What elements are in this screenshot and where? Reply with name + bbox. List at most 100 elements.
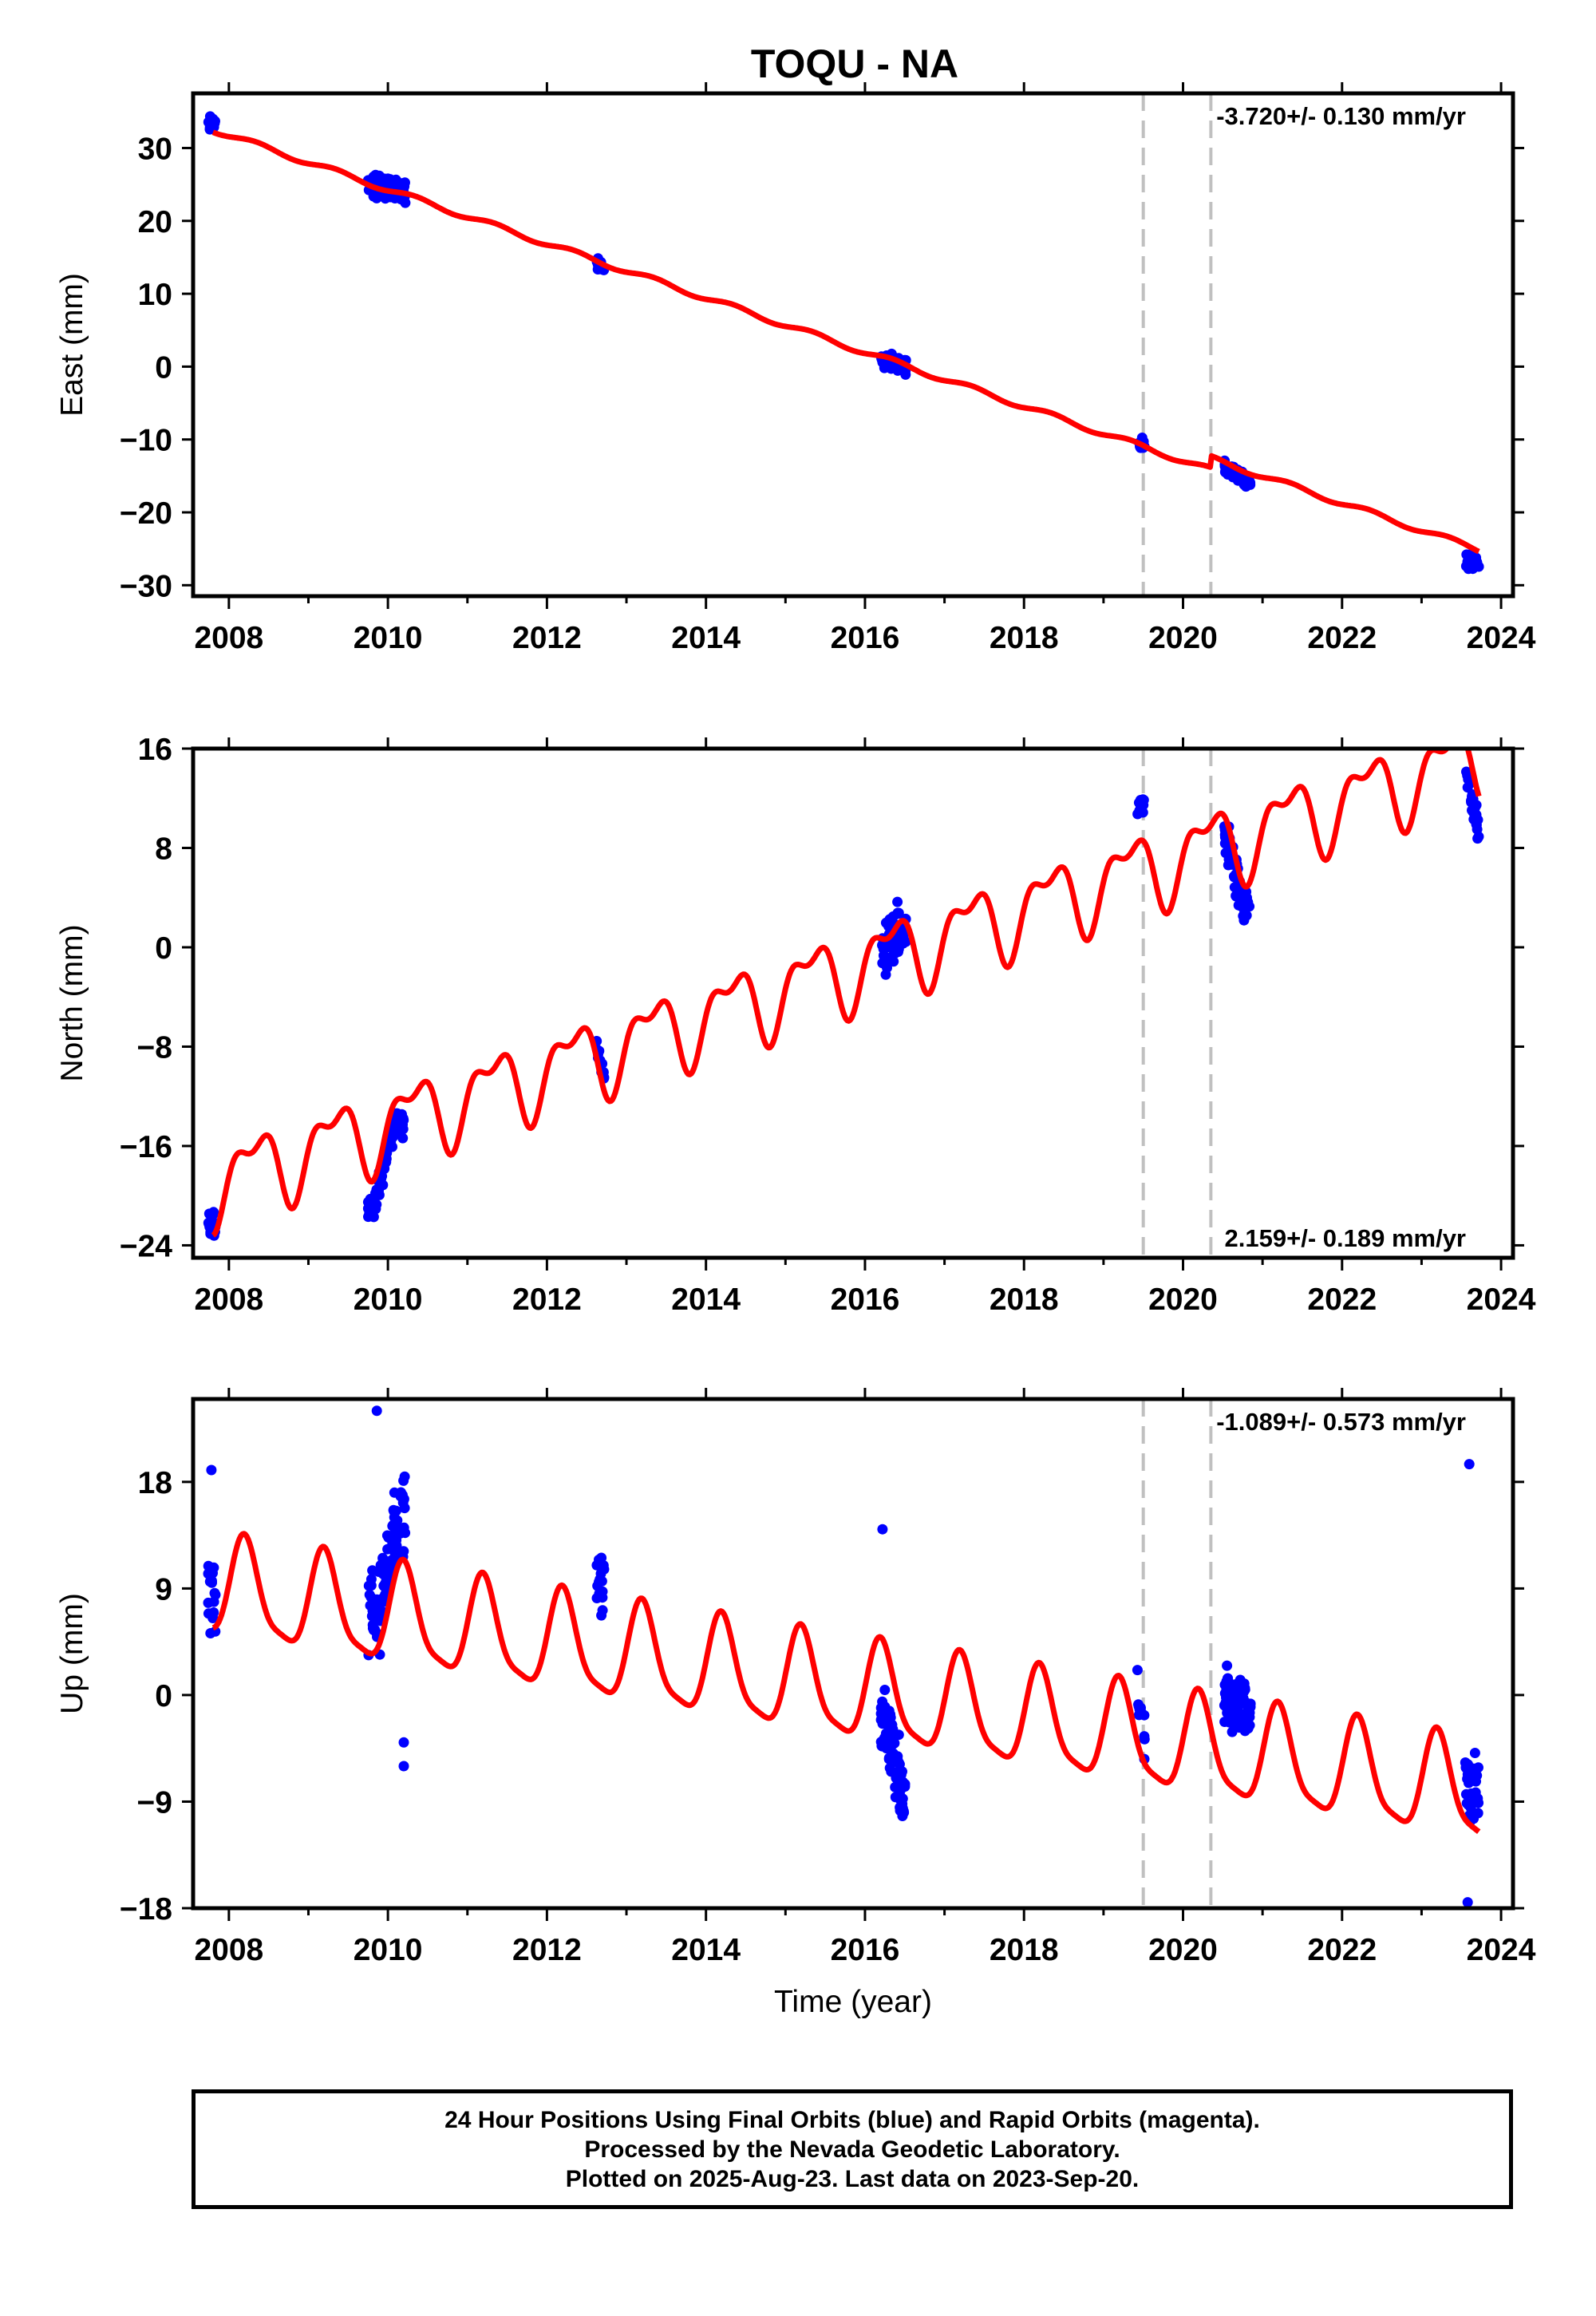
up-data-point [371,1405,382,1417]
east-plot-area [203,93,1484,596]
up-data-point [875,1702,887,1713]
north-data-point [892,907,903,919]
up-xtick-label: 2010 [354,1933,423,1967]
north-ytick-label: −24 [120,1229,172,1263]
up-data-point [1470,1787,1481,1798]
up-data-point [370,1605,381,1616]
north-rate-label: 2.159+/- 0.189 mm/yr [1225,1224,1466,1252]
east-ytick-label: −20 [120,496,172,531]
north-data-point [1237,892,1248,903]
east-xtick-label: 2016 [831,621,900,655]
east-xtick-label: 2018 [990,621,1059,655]
up-ytick-label: 18 [138,1466,172,1500]
up-data-point [1469,1748,1480,1758]
north-xtick-label: 2010 [354,1282,423,1317]
north-data-point [1238,915,1250,926]
up-data-point [899,1779,911,1789]
north-xtick-label: 2016 [831,1282,900,1317]
footer-line-1: 24 Hour Positions Using Final Orbits (bl… [444,2106,1260,2133]
north-xtick-label: 2008 [194,1282,263,1317]
up-data-point [206,1464,217,1476]
east-ytick-label: 0 [155,350,172,385]
east-data-point [1469,554,1480,565]
up-data-point [377,1593,388,1604]
up-data-point [398,1737,409,1748]
up-data-point [391,1540,402,1551]
up-data-point [1139,1731,1150,1742]
east-data-point [1240,481,1251,492]
up-model-curve [211,1531,1481,1834]
north-data-point [1132,808,1144,820]
north-data-point [1462,770,1473,781]
north-data-point [883,942,895,952]
up-data-point [398,1546,409,1557]
up-data-point [377,1553,389,1564]
east-xtick-label: 2010 [354,621,423,655]
north-data-point [1233,899,1244,911]
east-ylabel: East (mm) [55,273,89,417]
up-ytick-label: −9 [137,1785,172,1820]
footer-box: 24 Hour Positions Using Final Orbits (bl… [192,2089,1513,2209]
up-data-point [390,1505,401,1516]
up-data-point [1465,1802,1476,1813]
up-ylabel: Up (mm) [55,1593,89,1714]
east-data-point [385,178,396,189]
up-data-point [1473,1797,1484,1808]
north-data-point [385,1140,395,1152]
up-data-point [1460,1788,1472,1800]
north-data-point [397,1132,409,1144]
east-data-point [399,181,410,192]
north-data-point [878,950,889,961]
up-data-point [367,1565,378,1576]
east-xtick-label: 2024 [1467,621,1536,655]
up-data-point [399,1503,410,1514]
north-ylabel: North (mm) [55,924,89,1081]
north-data-point [892,896,903,907]
up-data-point [398,1761,409,1772]
chart-title: TOQU - NA [751,41,958,86]
up-ytick-label: −18 [120,1892,172,1927]
up-data-point [1227,1694,1238,1705]
north-data-point [1468,814,1479,825]
up-data-point [207,1613,219,1623]
north-ytick-label: 0 [155,931,172,966]
north-xtick-label: 2012 [512,1282,582,1317]
up-xtick-label: 2014 [671,1933,741,1967]
up-data-point [363,1580,374,1591]
footer-line-2: Processed by the Nevada Geodetic Laborat… [584,2136,1120,2163]
north-data-point [389,1124,400,1136]
up-data-point [399,1471,410,1482]
north-data-point [208,1207,219,1218]
up-data-point [1468,1763,1479,1774]
east-ytick-label: 20 [138,205,172,239]
footer-line-3: Plotted on 2025-Aug-23. Last data on 202… [565,2165,1140,2192]
up-xtick-label: 2022 [1307,1933,1377,1967]
up-data-point [392,1515,403,1526]
up-data-point [1136,1708,1148,1719]
north-panel: 16 8 0 −8 −16 −24 2008 2010 2012 2014 2016 2018 2020… [55,733,1536,1317]
north-data-point [363,1211,373,1223]
up-data-point [877,1524,888,1535]
east-ytick-label: 10 [138,278,172,312]
east-ytick-label: −30 [120,569,172,603]
up-data-point [1244,1720,1255,1731]
north-data-point [365,1200,377,1211]
up-data-point [1472,1808,1483,1819]
north-model-curve [211,749,1482,1238]
up-data-point [1471,1776,1481,1787]
up-data-point [1460,1757,1471,1768]
north-xtick-label: 2014 [671,1282,741,1317]
east-plot-frame [191,91,1515,599]
up-data-point [894,1758,905,1769]
up-data-point [596,1610,607,1621]
north-xtick-label: 2018 [990,1282,1059,1317]
east-xtick-label: 2020 [1148,621,1218,655]
up-rate-label: -1.089+/- 0.573 mm/yr [1216,1408,1466,1436]
up-data-point [595,1559,606,1571]
up-data-point [879,1733,890,1744]
north-data-point [1138,794,1149,805]
east-xtick-label: 2012 [512,621,582,655]
up-ytick-label: 0 [155,1679,172,1713]
up-data-point [597,1586,608,1597]
up-data-point [208,1562,219,1573]
